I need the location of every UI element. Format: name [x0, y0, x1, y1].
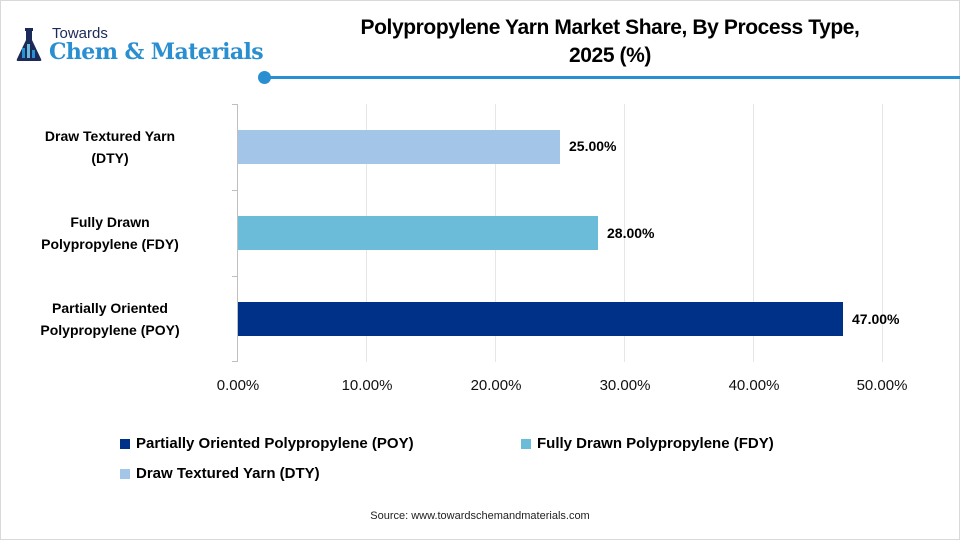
- x-tick-label: 0.00%: [216, 377, 260, 394]
- logo: Towards Chem & Materials: [16, 24, 264, 69]
- bar-label-poy: 47.00%: [852, 311, 900, 327]
- y-axis-tick: [232, 276, 237, 277]
- y-axis-tick: [232, 190, 237, 191]
- chart-title: Polypropylene Yarn Market Share, By Proc…: [300, 14, 920, 70]
- gridline-30: [624, 104, 625, 362]
- bar-poy[interactable]: [238, 302, 843, 336]
- chart-title-line2: 2025 (%): [568, 44, 651, 67]
- legend-item-poy[interactable]: Partially Oriented Polypropylene (POY): [120, 435, 414, 452]
- source-note: Source: www.towardschemandmaterials.com: [370, 510, 590, 522]
- gridline-50: [882, 104, 883, 362]
- y-axis-tick: [232, 361, 237, 362]
- bar-dty[interactable]: [238, 130, 560, 164]
- bar-label-dty: 25.00%: [569, 138, 617, 154]
- category-label-line: Fully Drawn: [70, 214, 150, 230]
- legend-label: Draw Textured Yarn (DTY): [136, 465, 320, 482]
- x-tick-label: 30.00%: [599, 377, 651, 394]
- title-underline: [265, 76, 960, 79]
- y-axis-tick: [232, 104, 237, 105]
- category-label-line: Draw Textured Yarn: [44, 128, 176, 144]
- chart-title-line1: Polypropylene Yarn Market Share, By Proc…: [360, 16, 860, 39]
- plot-area: 25.00% 28.00% 47.00%: [232, 104, 899, 362]
- y-axis-line: [237, 104, 238, 362]
- legend-item-dty[interactable]: Draw Textured Yarn (DTY): [120, 465, 320, 482]
- category-label-line: (DTY): [91, 150, 129, 166]
- x-tick-label: 20.00%: [470, 377, 522, 394]
- legend-swatch-icon: [120, 438, 130, 449]
- bar-label-fdy: 28.00%: [607, 225, 655, 241]
- category-label-fdy: Fully Drawn Polypropylene (FDY): [5, 211, 215, 255]
- bar-fdy[interactable]: [238, 216, 598, 250]
- legend-item-fdy[interactable]: Fully Drawn Polypropylene (FDY): [521, 435, 774, 452]
- category-label-line: Partially Oriented: [52, 300, 168, 316]
- flask-chart-icon: [16, 28, 42, 61]
- title-underline-dot: [258, 71, 271, 84]
- x-tick-label: 40.00%: [728, 377, 780, 394]
- logo-brand-text: Chem & Materials: [49, 39, 264, 65]
- category-label-dty: Draw Textured Yarn (DTY): [5, 125, 215, 169]
- category-label-line: Polypropylene (POY): [40, 322, 180, 338]
- logo-towards-text: Towards: [52, 25, 108, 42]
- legend-label: Partially Oriented Polypropylene (POY): [136, 435, 414, 452]
- category-label-poy: Partially Oriented Polypropylene (POY): [5, 297, 215, 341]
- category-label-line: Polypropylene (FDY): [41, 236, 179, 252]
- legend-label: Fully Drawn Polypropylene (FDY): [537, 435, 774, 452]
- legend-swatch-icon: [120, 468, 130, 479]
- x-tick-label: 10.00%: [341, 377, 393, 394]
- legend-swatch-icon: [521, 438, 531, 449]
- gridline-40: [753, 104, 754, 362]
- x-tick-label: 50.00%: [856, 377, 908, 394]
